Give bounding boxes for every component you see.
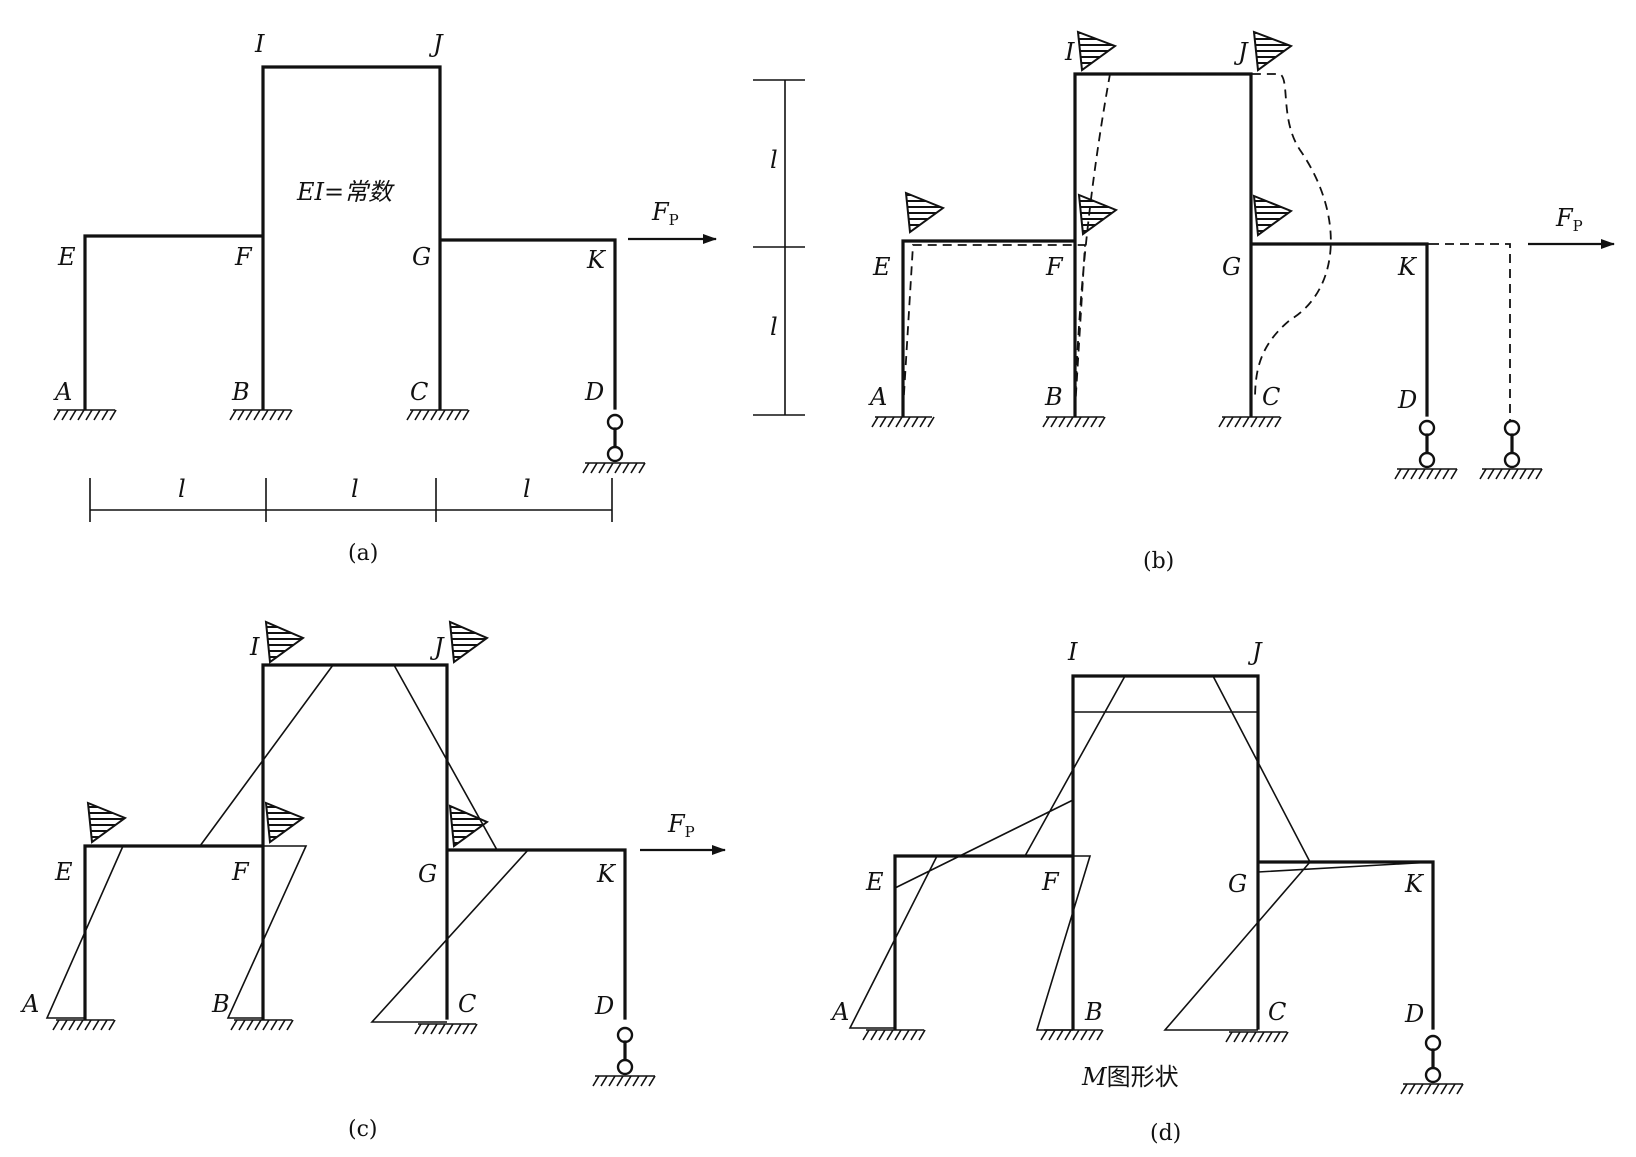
node-label-a-J: J	[428, 30, 444, 58]
node-label-d-B: B	[1084, 998, 1103, 1026]
node-label-c-E: E	[54, 858, 73, 886]
moment-diagram-c	[45, 664, 530, 1023]
node-label-a-B: B	[231, 378, 250, 406]
deformed-shape-b	[902, 73, 1511, 425]
roller-support-d-D	[1400, 1034, 1464, 1095]
fixed-support-a-B	[229, 409, 293, 421]
node-label-c-G: G	[418, 860, 437, 888]
roller-support-b-D	[1394, 419, 1458, 480]
panel-a: FP EI=常数 I J E F G K A B C D l l l (a)	[53, 30, 717, 566]
dim-label-a-2: l	[351, 475, 359, 503]
fixed-support-a-C	[406, 409, 470, 421]
node-label-d-E: E	[865, 868, 884, 896]
node-label-c-J: J	[429, 633, 445, 661]
fixed-support-b-C	[1218, 416, 1282, 428]
node-label-b-K: K	[1397, 253, 1418, 281]
fixed-support-b-B	[1042, 416, 1106, 428]
roller-support-a-D	[582, 413, 646, 474]
node-label-c-I: I	[249, 633, 260, 661]
fixed-support-c-C	[414, 1023, 478, 1035]
rotation-restraint-c-J	[448, 620, 490, 664]
fixed-support-d-A	[862, 1029, 926, 1041]
node-label-b-A: A	[868, 383, 887, 411]
rotation-restraint-c-E	[86, 801, 128, 844]
node-label-d-A: A	[830, 998, 849, 1026]
node-label-c-D: D	[594, 992, 614, 1020]
node-label-d-K: K	[1404, 870, 1425, 898]
caption-c: (c)	[348, 1117, 378, 1142]
frame-d	[893, 674, 1435, 1030]
ei-label: EI=常数	[296, 178, 395, 206]
fixed-support-c-A	[52, 1019, 116, 1031]
node-label-a-C: C	[410, 378, 428, 406]
node-label-c-C: C	[458, 990, 476, 1018]
fixed-support-a-A	[53, 409, 117, 421]
node-label-d-F: F	[1041, 868, 1060, 896]
panel-d: I J E F G K A B C D M图形状 (d)	[830, 638, 1464, 1146]
rotation-restraint-c-I	[264, 620, 306, 664]
rotation-restraint-b-J	[1252, 30, 1294, 72]
rotation-restraint-c-F	[264, 801, 306, 844]
node-label-a-I: I	[254, 30, 265, 58]
node-label-b-G: G	[1222, 253, 1241, 281]
node-label-b-D: D	[1397, 386, 1417, 414]
fixed-support-d-C	[1225, 1031, 1289, 1043]
frame-a	[83, 65, 617, 410]
node-label-c-B: B	[211, 990, 230, 1018]
node-label-a-D: D	[584, 378, 604, 406]
node-label-a-A: A	[53, 378, 72, 406]
roller-support-b-D-displaced	[1479, 419, 1543, 480]
node-label-a-G: G	[412, 243, 431, 271]
node-label-b-F: F	[1045, 253, 1064, 281]
node-label-a-F: F	[234, 243, 253, 271]
node-label-d-J: J	[1247, 638, 1263, 666]
dim-label-a-1: l	[178, 475, 186, 503]
rotation-restraint-b-F	[1077, 193, 1119, 236]
dimension-line-a	[89, 478, 613, 522]
caption-a: (a)	[348, 541, 378, 566]
node-label-b-B: B	[1044, 383, 1063, 411]
fixed-support-b-A	[871, 416, 935, 428]
node-label-b-E: E	[872, 253, 891, 281]
node-label-a-E: E	[57, 243, 76, 271]
node-label-c-A: A	[20, 990, 39, 1018]
caption-d: (d)	[1150, 1121, 1181, 1146]
node-label-d-C: C	[1268, 998, 1286, 1026]
panel-b: l l	[753, 30, 1615, 574]
roller-support-c-D	[592, 1026, 656, 1087]
force-label-a: FP	[651, 198, 679, 229]
rotation-restraint-b-G	[1252, 194, 1294, 237]
node-label-d-I: I	[1067, 638, 1078, 666]
force-label-c: FP	[667, 810, 695, 841]
moment-diagram-d	[848, 675, 1434, 1031]
node-label-a-K: K	[586, 246, 607, 274]
dim-label-b-2: l	[770, 313, 778, 341]
force-label-b: FP	[1555, 204, 1583, 235]
node-label-c-F: F	[231, 858, 250, 886]
rotation-restraint-b-I	[1076, 30, 1118, 72]
node-label-b-I: I	[1064, 38, 1075, 66]
dimension-line-b	[753, 79, 805, 416]
caption-b: (b)	[1143, 549, 1174, 574]
dim-label-b-1: l	[770, 146, 778, 174]
node-label-c-K: K	[596, 860, 617, 888]
rotation-restraint-c-G	[448, 804, 490, 848]
node-label-d-G: G	[1228, 870, 1247, 898]
node-label-d-D: D	[1404, 1000, 1424, 1028]
m-diagram-label: M图形状	[1081, 1063, 1179, 1091]
node-label-b-J: J	[1233, 38, 1249, 66]
fixed-support-d-B	[1040, 1029, 1104, 1041]
fixed-support-c-B	[230, 1019, 294, 1031]
rotation-restraint-b-E	[904, 191, 946, 234]
panel-c: FP I J E F G K A B C D (c)	[20, 620, 726, 1142]
frame-c	[83, 663, 627, 1020]
node-label-b-C: C	[1262, 383, 1280, 411]
dim-label-a-3: l	[523, 475, 531, 503]
